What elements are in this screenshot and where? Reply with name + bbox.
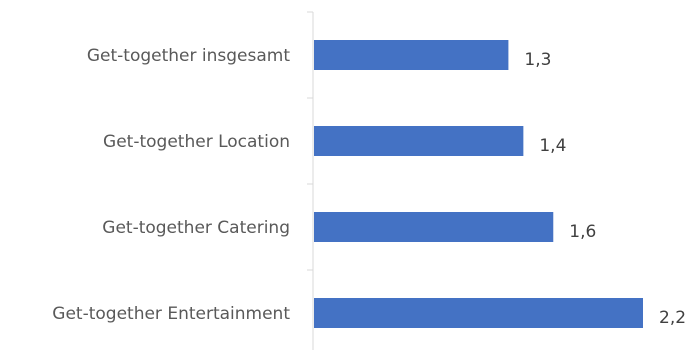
- bar: [314, 212, 554, 242]
- category-labels-group: Get-together insgesamt Get-together Locat…: [52, 46, 290, 324]
- bar: [314, 126, 524, 156]
- category-label: Get-together Catering: [102, 218, 290, 238]
- data-labels-group: 1,3 1,4 1,6 2,2: [524, 50, 686, 328]
- category-axis: [307, 11, 314, 350]
- bar: [314, 40, 509, 70]
- category-label: Get-together insgesamt: [87, 46, 290, 66]
- category-label: Get-together Location: [103, 132, 290, 152]
- bar: [314, 298, 643, 328]
- data-label: 2,2: [659, 308, 686, 328]
- data-label: 1,6: [569, 222, 596, 242]
- data-label: 1,4: [539, 136, 566, 156]
- bars-group: [314, 40, 643, 328]
- data-label: 1,3: [524, 50, 551, 70]
- category-label: Get-together Entertainment: [52, 304, 290, 324]
